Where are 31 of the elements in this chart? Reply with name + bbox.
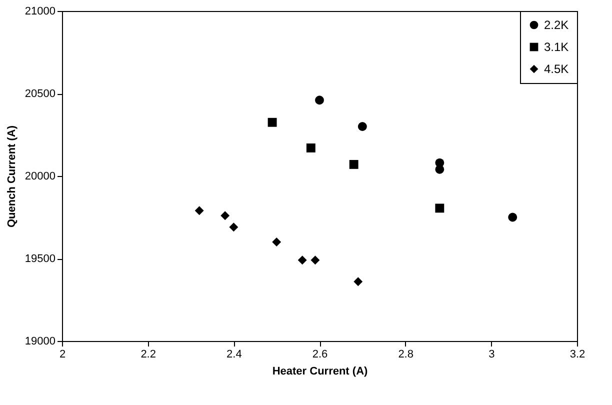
point [358, 122, 367, 131]
x-tick-label: 2.4 [226, 348, 242, 360]
legend-label: 4.5K [544, 62, 569, 76]
x-axis-title: Heater Current (A) [272, 366, 368, 378]
point [220, 211, 230, 220]
x-tick-label: 2.8 [398, 348, 414, 360]
y-axis-title: Quench Current (A) [6, 125, 18, 228]
point [272, 238, 282, 246]
y-tick-label: 20000 [24, 170, 56, 182]
point [508, 212, 518, 222]
y-tick-label: 19500 [24, 253, 56, 265]
x-tick-label: 3.2 [570, 348, 586, 360]
point [298, 256, 307, 265]
legend-label: 2.2K [544, 18, 569, 32]
point [354, 277, 363, 286]
point [310, 256, 320, 265]
x-tick-label: 2.2 [140, 348, 156, 360]
x-tick-label: 3 [488, 348, 495, 360]
point [435, 204, 444, 213]
point [306, 143, 316, 152]
legend-label: 3.1K [544, 40, 569, 54]
point [349, 160, 358, 169]
point [194, 206, 204, 216]
x-tick-label: 2 [59, 348, 66, 360]
point [229, 222, 238, 232]
point [315, 96, 324, 105]
y-tick-label: 20500 [24, 88, 56, 100]
point [268, 118, 277, 127]
x-tick-label: 2.6 [312, 348, 328, 360]
y-tick-label: 19000 [24, 336, 56, 348]
y-tick-label: 21000 [24, 6, 56, 18]
